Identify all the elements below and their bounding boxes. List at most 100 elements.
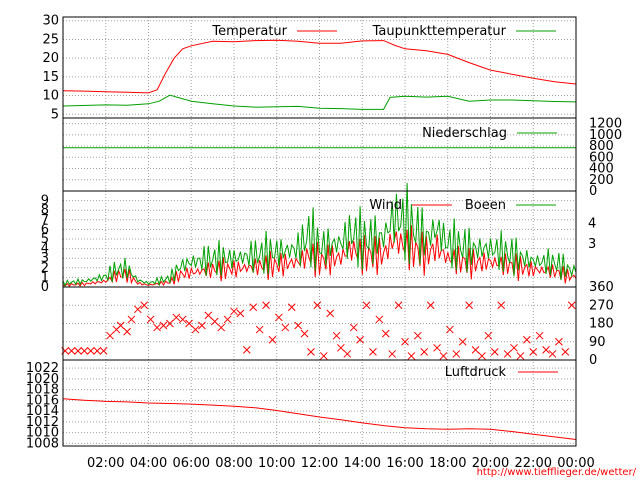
wind-direction-point	[426, 301, 435, 310]
wind-direction-point	[86, 347, 95, 355]
precipitation-ytick-label: 1000	[589, 128, 622, 143]
wind-direction-point	[561, 348, 570, 356]
wind-direction-point	[294, 321, 302, 330]
wind-direction-point	[217, 323, 226, 332]
series-luftdruck	[62, 398, 577, 440]
wind-direction-point	[413, 331, 422, 340]
wind-direction-point	[362, 301, 371, 310]
wind-direction-point	[510, 343, 518, 352]
wind-direction-point	[548, 350, 557, 358]
wind-ytick-label: 9	[41, 194, 49, 209]
wind-direction-point	[159, 321, 168, 330]
wind-ytick-label: 7	[41, 213, 49, 228]
wind-direction-point	[172, 313, 181, 322]
wind-direction-point	[401, 337, 409, 346]
wind-direction-ytick-label: 270	[589, 298, 614, 313]
pressure-ytick-label: 1016	[26, 393, 59, 408]
series-layer	[61, 39, 577, 440]
wind-direction-point	[349, 323, 358, 332]
wind-direction-point	[394, 301, 403, 310]
wind-direction-point	[204, 311, 213, 320]
wind-direction-point	[74, 347, 82, 355]
wind-direction-point	[275, 313, 283, 322]
wind-direction-point	[249, 303, 258, 312]
wind-direction-point	[343, 350, 352, 358]
wind-direction-point	[542, 346, 550, 354]
wind-direction-point	[210, 317, 219, 326]
x-tick-label: 02:00	[87, 456, 124, 471]
wind-direction-point	[337, 343, 345, 352]
wind-direction-point	[67, 347, 76, 355]
wind-direction-point	[503, 350, 512, 358]
wind-direction-point	[529, 348, 538, 356]
grid-layer	[63, 17, 576, 446]
wind-direction-point	[236, 309, 245, 318]
wind-ytick-label: 0	[41, 280, 49, 295]
wind-direction-point	[452, 350, 461, 358]
wind-direction-point	[516, 352, 525, 360]
wind-direction-point	[369, 348, 377, 356]
pressure-ytick-label: 1008	[26, 436, 59, 451]
wind-direction-point	[490, 348, 499, 356]
wind-direction-ytick-label: 0	[589, 353, 597, 368]
x-tick-label: 22:00	[515, 456, 552, 471]
x-tick-label: 08:00	[215, 456, 252, 471]
precipitation-ytick-label: 800	[589, 139, 614, 154]
wind-direction-point	[420, 348, 429, 356]
wind-direction-point	[262, 301, 270, 310]
wind-direction-point	[223, 315, 232, 324]
wind-ytick-label: 1	[41, 270, 49, 285]
wind-direction-ytick-label: 180	[589, 317, 614, 332]
wind-direction-point	[93, 347, 102, 355]
pressure-ytick-label: 1018	[26, 383, 59, 398]
wind-direction-point	[287, 303, 296, 312]
wind-direction-point	[388, 350, 397, 358]
wind-direction-point	[313, 301, 322, 310]
wind-direction-ytick-label: 90	[589, 335, 606, 350]
x-tick-label: 06:00	[173, 456, 210, 471]
wind-right-tick-label: 3	[588, 237, 596, 252]
wind-direction-point	[191, 325, 200, 334]
wind-direction-point	[153, 323, 161, 332]
wind-direction-point	[166, 319, 174, 328]
wind-direction-point	[332, 331, 341, 340]
precipitation-ytick-label: 0	[589, 184, 597, 199]
pressure-ytick-label: 1010	[26, 426, 59, 441]
legend-label-wind-0: Wind	[369, 198, 402, 213]
panel-frame-pressure	[62, 359, 577, 447]
wind-direction-point	[281, 323, 290, 332]
x-tick-label: 16:00	[386, 456, 423, 471]
wind-direction-point	[178, 315, 187, 324]
x-tick-label: 00:00	[557, 456, 594, 471]
wind-direction-point	[230, 307, 238, 316]
series-temperatur	[62, 39, 577, 94]
wind-right-tick-label: 4	[588, 217, 596, 232]
wind-direction-point	[497, 301, 506, 310]
wind-ytick-label: 8	[41, 203, 49, 218]
legend-label-temperature-1: Taupunkttemperatur	[372, 24, 507, 39]
wind-direction-point	[242, 346, 251, 354]
wind-direction-point	[484, 331, 493, 340]
wind-direction-point	[300, 329, 309, 338]
wind-direction-point	[106, 331, 114, 340]
wind-direction-point	[375, 315, 384, 324]
wind-direction-point	[471, 346, 480, 354]
wind-direction-point	[307, 348, 315, 356]
wind-direction-point	[326, 309, 335, 318]
temperature-ytick-label: 30	[42, 14, 59, 29]
temperature-ytick-label: 10	[42, 89, 59, 104]
series-taupunkttemperatur	[62, 94, 577, 110]
wind-direction-point	[80, 347, 89, 355]
series-boeen	[62, 182, 577, 288]
temperature-ytick-label: 20	[42, 51, 59, 66]
pressure-ytick-label: 1020	[26, 372, 59, 387]
x-tick-label: 14:00	[344, 456, 381, 471]
wind-direction-point	[255, 325, 264, 334]
source-url: http://www.tiefflieger.de/wetter/	[477, 467, 637, 478]
precipitation-ytick-label: 1200	[589, 117, 622, 132]
wind-direction-point	[555, 337, 563, 346]
wind-direction-point	[133, 305, 142, 314]
wind-direction-ytick-label: 360	[589, 280, 614, 295]
frames-layer	[62, 16, 577, 447]
